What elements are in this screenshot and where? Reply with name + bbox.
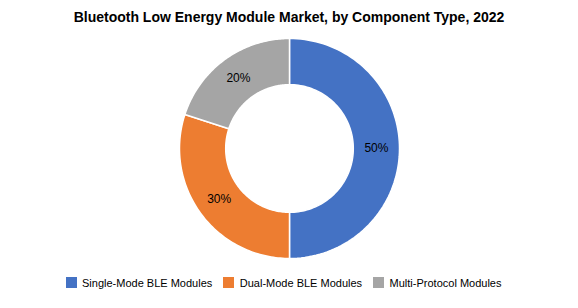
html-text:Single-Mode BLE Modules: Single-Mode BLE Modules xyxy=(82,276,213,289)
svg-text:20%: 20% xyxy=(226,71,250,85)
svg-text:30%: 30% xyxy=(207,192,231,206)
html-text:Dual-Mode BLE Modules: Dual-Mode BLE Modules xyxy=(239,276,363,289)
html-text:Bluetooth Low Energy Module Ma: Bluetooth Low Energy Module Market, by C… xyxy=(73,9,505,25)
html-text:Multi-Protocol Modules: Multi-Protocol Modules xyxy=(389,276,502,289)
svg-text:50%: 50% xyxy=(364,141,388,155)
